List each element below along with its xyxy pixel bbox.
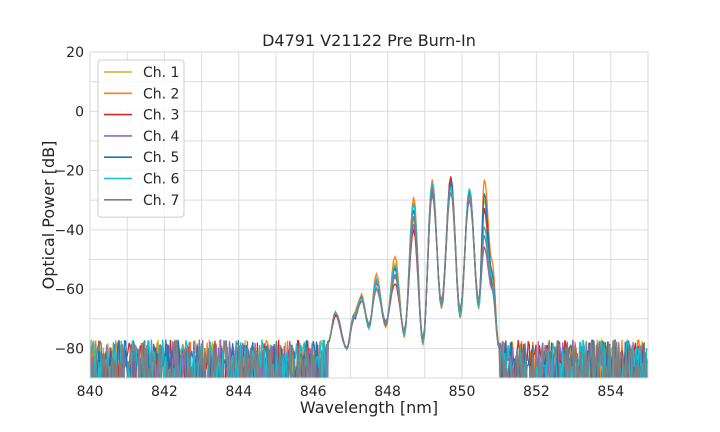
x-tick-label: 848 — [374, 384, 401, 400]
axes-frame — [89, 51, 649, 379]
y-tick-label: −40 — [54, 223, 84, 239]
y-tick-label: −60 — [54, 282, 84, 298]
x-axis-label: Wavelength [nm] — [300, 398, 438, 417]
legend-label: Ch. 5 — [143, 150, 179, 166]
y-axis-label: Optical Power [dB] — [39, 141, 58, 290]
legend-label: Ch. 1 — [143, 65, 179, 81]
x-tick-label: 846 — [300, 384, 327, 400]
y-tick-label: 0 — [75, 104, 84, 120]
x-tick-label: 844 — [225, 384, 252, 400]
x-tick-label: 842 — [151, 384, 178, 400]
legend: Ch. 1 Ch. 2 Ch. 3 Ch. 4 Ch. 5 Ch. 6 Ch. 7 — [97, 59, 185, 218]
legend-label: Ch. 3 — [143, 108, 179, 124]
x-tick-label: 854 — [597, 384, 624, 400]
y-tick-label: 20 — [66, 45, 84, 61]
x-tick-labels: 840 842 844 846 848 850 852 854 — [77, 384, 625, 400]
legend-label: Ch. 6 — [143, 172, 180, 188]
legend-label: Ch. 2 — [143, 86, 179, 102]
legend-label: Ch. 7 — [143, 193, 179, 209]
series-line — [90, 187, 648, 378]
plot-area — [90, 176, 648, 378]
chart-title: D4791 V21122 Pre Burn-In — [262, 31, 476, 50]
x-tick-label: 850 — [449, 384, 476, 400]
x-tick-label: 852 — [523, 384, 550, 400]
x-tick-label: 840 — [77, 384, 104, 400]
y-tick-labels: −80 −60 −40 −20 0 20 — [54, 45, 84, 357]
y-tick-label: −20 — [54, 164, 84, 180]
y-tick-label: −80 — [54, 341, 84, 357]
legend-label: Ch. 4 — [143, 129, 180, 145]
